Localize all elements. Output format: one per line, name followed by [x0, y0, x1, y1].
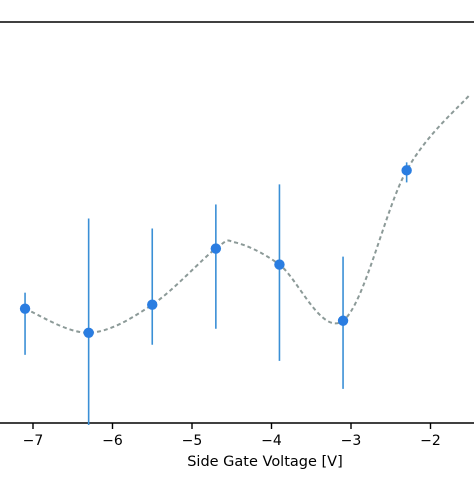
x-tick-layer: −7 −6 −5 −4 −3 −2: [23, 423, 441, 449]
fit-curve-layer: [24, 93, 472, 334]
data-point-layer: [19, 165, 412, 338]
fit-curve: [24, 93, 472, 334]
data-point-5: [274, 259, 285, 270]
data-point-7: [401, 165, 412, 176]
error-bar-layer: [24, 162, 408, 426]
x-axis-label: Side Gate Voltage [V]: [187, 454, 343, 470]
data-point-4: [210, 243, 222, 254]
x-tick-label-1: −7: [23, 433, 44, 449]
data-point-1: [19, 303, 31, 314]
data-point-2: [83, 327, 94, 338]
data-point-3: [147, 299, 158, 310]
x-tick-label-5: −3: [341, 433, 362, 449]
x-tick-label-2: −6: [102, 433, 123, 449]
data-point-6: [337, 315, 349, 326]
x-tick-label-3: −5: [182, 433, 203, 449]
x-tick-label-6: −2: [420, 433, 441, 449]
x-tick-label-4: −4: [261, 433, 282, 449]
